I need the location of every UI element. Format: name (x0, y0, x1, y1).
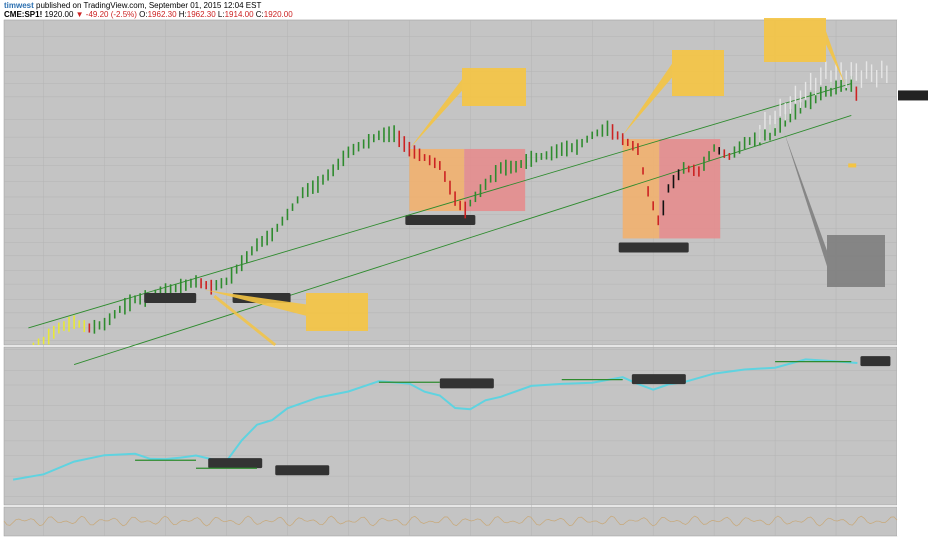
callout-pointer (409, 79, 462, 149)
drawdown-box-recovery (659, 139, 721, 239)
drawdown-box-decline (622, 139, 660, 239)
drawdown-box-recovery (464, 148, 526, 212)
rgmov-panel (3, 346, 898, 506)
callout-pointer (784, 132, 827, 267)
overlay-bars (759, 60, 888, 143)
down-arrow-icon: ▼ (75, 10, 84, 19)
price-change: -49.20 (-2.5%) (85, 10, 137, 19)
last-price-badge (898, 90, 928, 101)
callout-pointer (826, 31, 846, 85)
symbol-line: CME:SP1! 1920.00 ▼ -49.20 (-2.5%) O:1962… (4, 10, 293, 19)
price-bars (32, 75, 858, 345)
signal-callout (205, 289, 368, 331)
low-label: L: (217, 10, 225, 19)
close-label: C: (255, 10, 264, 19)
callout-pointer (622, 63, 672, 136)
drawdown-box-decline (409, 148, 465, 212)
open-value: 1962.30 (147, 10, 177, 19)
publish-line: timwest published on TradingView.com, Se… (4, 1, 261, 10)
high-value: 1962.30 (186, 10, 216, 19)
price-axis-strip (897, 20, 932, 536)
callout-pointer-secondary (213, 294, 277, 347)
signal-callout (784, 132, 885, 287)
bar-count-badge (631, 374, 686, 385)
callout-pointer (205, 289, 306, 316)
publish-info: published on TradingView.com, September … (36, 1, 262, 10)
drawdown-badge (618, 242, 689, 253)
callout-box (672, 50, 724, 96)
signal-callout (409, 68, 526, 149)
cci-line (3, 515, 898, 527)
callout-box (462, 68, 526, 106)
bar-count-badge (439, 378, 494, 389)
callout-box (827, 235, 885, 287)
close-value: 1920.00 (263, 10, 293, 19)
bar-count-badge (275, 465, 330, 476)
drawdown-badge (405, 215, 476, 226)
author-link[interactable]: timwest (4, 1, 34, 10)
channel-lower-line (73, 115, 852, 366)
bar-count-badge (208, 458, 263, 469)
low-value: 1914.00 (224, 10, 254, 19)
last-price: 1920.00 (44, 10, 74, 19)
small-drawdown-badge (144, 292, 197, 303)
callout-box (764, 18, 826, 62)
symbol-label[interactable]: CME:SP1! (4, 10, 43, 19)
signal-callout (764, 18, 846, 85)
high-label: H: (178, 10, 187, 19)
bar-count-badge (860, 356, 891, 367)
callout-box (306, 293, 368, 331)
grid-lines (43, 20, 837, 536)
signal-callout (622, 50, 724, 136)
open-label: O: (139, 10, 148, 19)
overlay-marker (848, 163, 857, 168)
